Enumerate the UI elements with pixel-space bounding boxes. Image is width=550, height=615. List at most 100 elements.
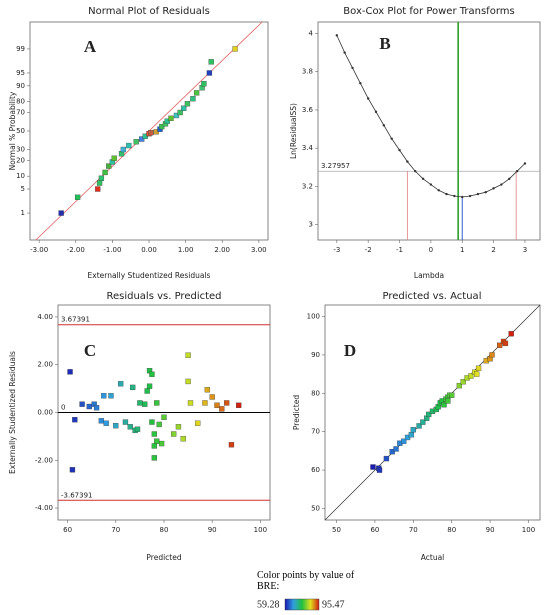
x-tick-label: -1.00 — [103, 246, 121, 254]
curve-point — [398, 148, 401, 152]
data-point — [185, 352, 191, 358]
y-tick-label: 95 — [16, 69, 25, 77]
data-point — [122, 419, 129, 425]
x-tick-label: -1 — [396, 246, 403, 254]
curve-point — [374, 110, 378, 114]
y-tick-label: 3.6 — [302, 106, 314, 114]
x-tick-label: 50 — [332, 526, 341, 534]
x-tick-label: 70 — [409, 526, 418, 534]
data-point — [502, 340, 509, 347]
y-tick-label: 3.4 — [302, 144, 314, 152]
y-tick-label: 90 — [311, 351, 320, 359]
data-point — [106, 163, 112, 169]
data-point — [72, 417, 78, 423]
y-axis-label: Ln(ResidualSS) — [289, 103, 298, 159]
curve-point — [390, 137, 393, 140]
data-point — [153, 129, 159, 135]
data-point — [149, 419, 155, 425]
data-point — [445, 398, 451, 404]
data-point — [460, 379, 466, 385]
panel: Box-Cox Plot for Power Transforms Lambda L… — [289, 6, 541, 280]
data-point — [376, 467, 383, 473]
data-point — [468, 373, 474, 379]
data-point — [184, 101, 191, 107]
curve-point — [468, 194, 472, 198]
data-point — [156, 421, 162, 428]
y-tick-label: 99 — [16, 45, 25, 53]
x-tick-label: 0 — [429, 246, 433, 254]
x-tick-label: -3 — [333, 246, 340, 254]
chart-title: Box-Cox Plot for Power Transforms — [343, 6, 514, 17]
x-tick-label: 1 — [460, 246, 464, 254]
x-tick-label: 80 — [447, 526, 456, 534]
y-tick-label: 90 — [16, 82, 25, 90]
data-point — [219, 406, 225, 412]
x-tick-label: 3 — [523, 246, 527, 254]
data-point — [393, 446, 399, 452]
data-point — [223, 400, 230, 406]
reference-label: -3.67391 — [61, 491, 92, 499]
data-point — [204, 387, 211, 393]
data-point — [130, 384, 136, 391]
curve-point — [445, 192, 448, 196]
y-tick-label: -2.00 — [35, 456, 53, 464]
curve-point — [515, 169, 519, 173]
data-point — [410, 427, 416, 433]
curve-point — [335, 34, 339, 37]
y-tick-label: 5 — [21, 185, 25, 193]
data-point — [206, 70, 213, 76]
data-point — [58, 210, 64, 216]
data-point — [133, 139, 139, 145]
data-point — [202, 400, 208, 406]
x-tick-label: 90 — [208, 526, 217, 534]
data-point — [126, 142, 132, 149]
x-tick-label: 90 — [486, 526, 495, 534]
x-tick-label: 60 — [63, 526, 72, 534]
data-point — [187, 400, 194, 406]
data-point — [426, 411, 432, 418]
data-point — [185, 378, 191, 385]
data-point — [389, 449, 395, 455]
data-point — [508, 331, 514, 337]
data-point — [449, 392, 455, 398]
colorbar-title: Color points by value of BRE: — [257, 570, 355, 592]
y-axis-label: Normal % Probability — [8, 91, 17, 170]
curve-point — [500, 183, 503, 186]
data-point — [180, 436, 186, 442]
x-tick-label: 60 — [370, 526, 379, 534]
x-tick-label: 2.00 — [214, 246, 230, 254]
y-tick-label: 3.8 — [302, 68, 313, 76]
curve-point — [382, 124, 386, 127]
y-tick-label: -4.00 — [35, 504, 53, 512]
data-point — [383, 455, 390, 462]
data-point — [148, 130, 154, 136]
data-point — [96, 180, 103, 186]
data-point — [228, 442, 235, 448]
data-point — [497, 342, 503, 348]
data-point — [108, 393, 114, 399]
data-point — [127, 424, 133, 430]
data-point — [142, 401, 148, 407]
data-point — [177, 109, 183, 116]
data-point — [474, 371, 480, 377]
curve-point — [453, 194, 456, 198]
data-point — [168, 115, 174, 122]
data-point — [401, 438, 407, 444]
curve-point — [492, 187, 495, 190]
y-tick-label: 70 — [311, 428, 320, 436]
y-tick-label: 80 — [16, 97, 25, 105]
curve-point — [359, 81, 362, 85]
data-point — [137, 400, 143, 406]
curve-point — [437, 189, 440, 192]
data-point — [93, 405, 100, 411]
curve-point — [414, 169, 417, 173]
data-point — [404, 434, 411, 441]
chart-title: Predicted vs. Actual — [383, 291, 482, 302]
data-point — [232, 46, 238, 52]
data-point — [67, 369, 73, 375]
curve-point — [484, 190, 487, 194]
data-point — [370, 464, 376, 470]
x-axis-label: Lambda — [414, 271, 444, 280]
threshold-label: 3.27957 — [321, 162, 350, 170]
x-tick-label: -3.00 — [30, 246, 48, 254]
